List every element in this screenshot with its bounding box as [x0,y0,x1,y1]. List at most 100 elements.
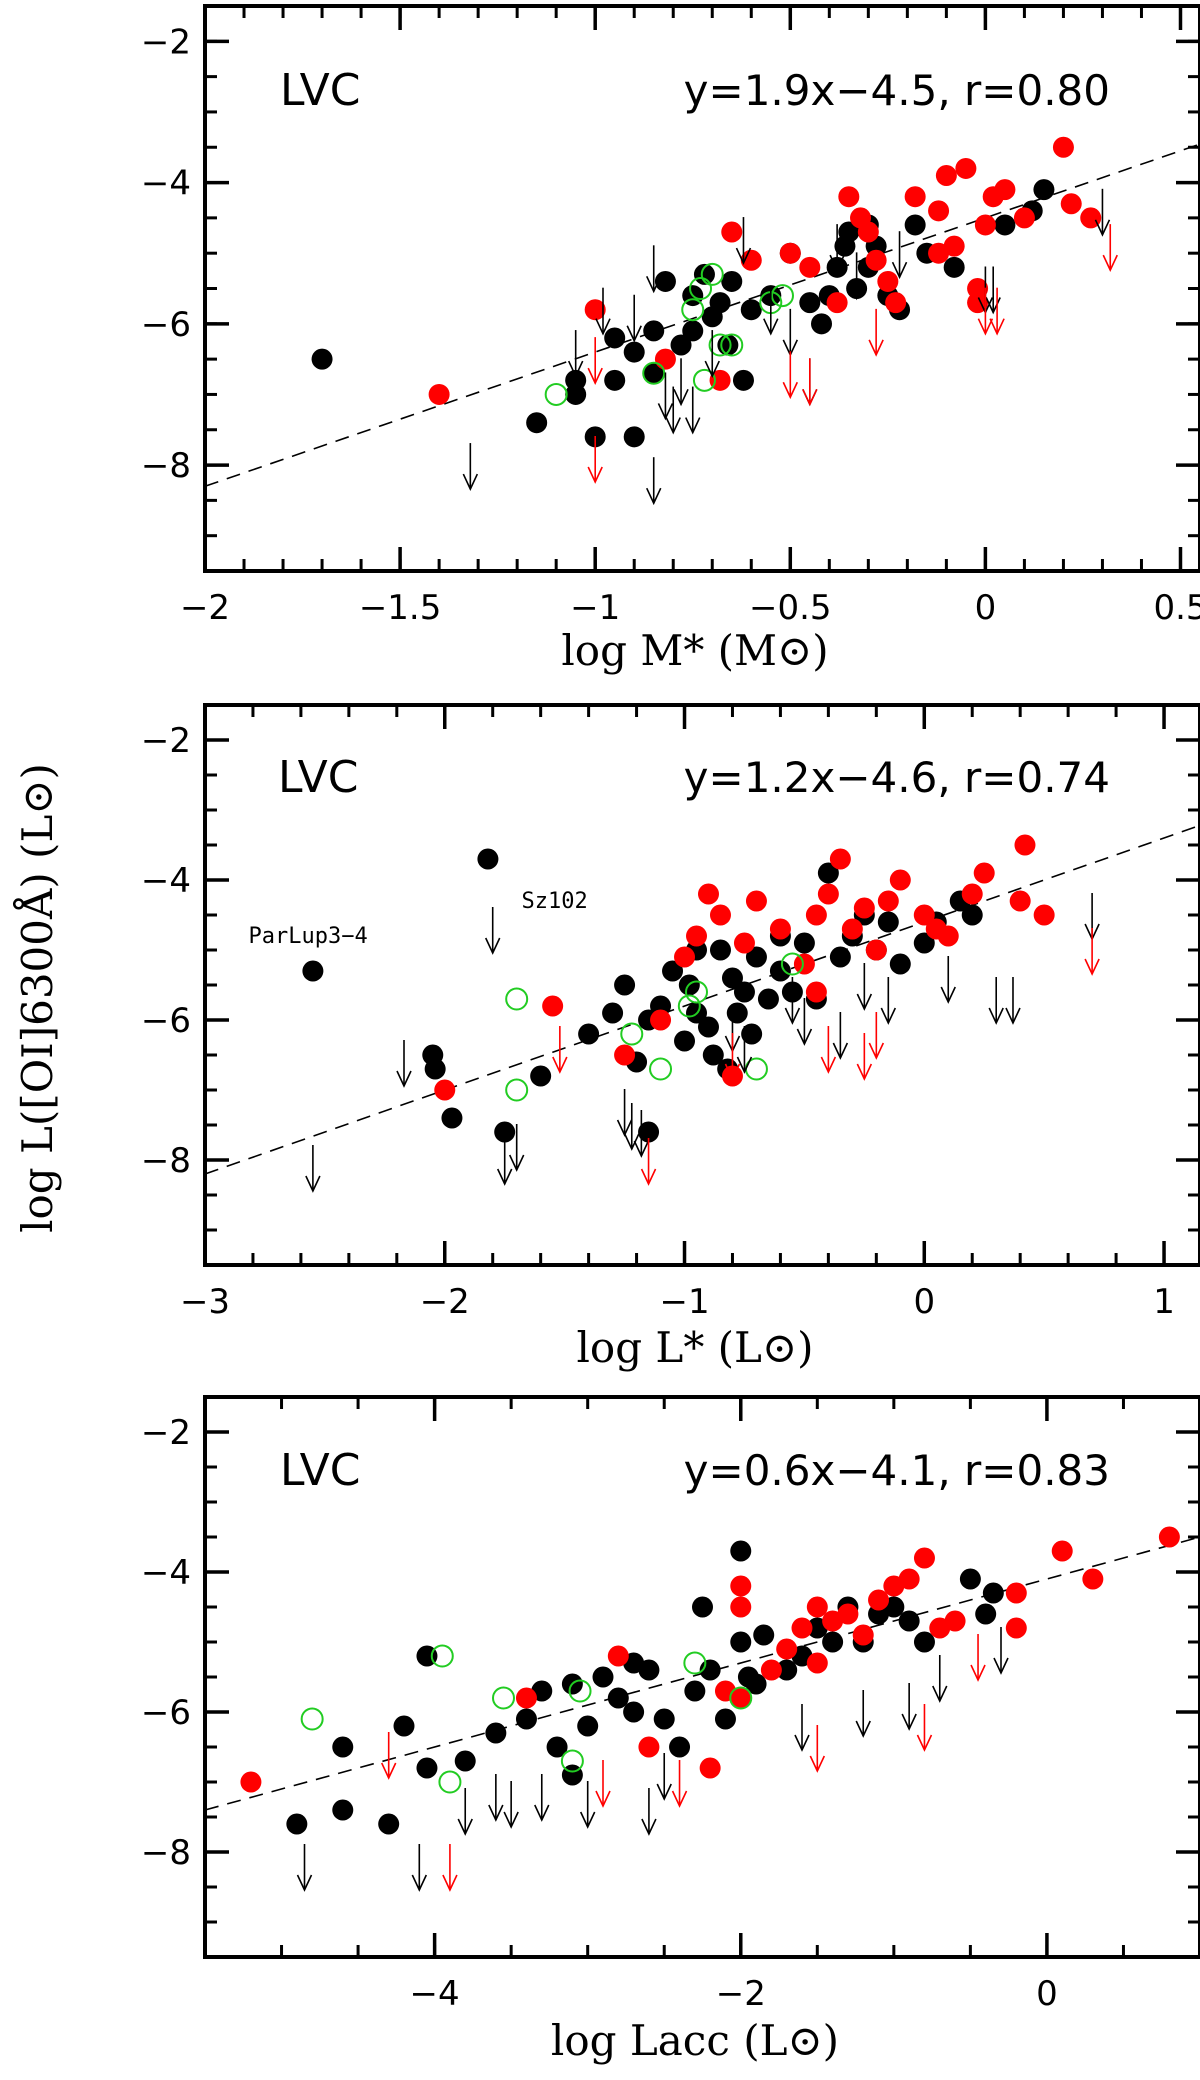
x-tick-label: −4 [410,1974,460,2014]
green-open-point [544,382,568,406]
red-upper-limit-arrow [970,1634,986,1682]
y-tick-label: −2 [141,22,191,62]
panel-luminosity: LVC y=1.2x−4.6, r=0.74 log L* (L⊙) −3 −2 −… [141,703,1200,1372]
black-point [913,1631,935,1653]
green-open-point [692,368,716,392]
black-point [592,1666,614,1688]
red-upper-limit-arrow [380,1732,397,1780]
black-point [913,932,935,954]
red-point [614,1044,636,1066]
black-point [515,1708,537,1730]
panel-mass: LVC y=1.9x−4.5, r=0.80 log M* (M⊙) −2 −1.… [141,4,1200,675]
red-point [776,1638,798,1660]
star-annotation: Sz102 [521,889,587,914]
red-point [650,1009,672,1031]
black-point [682,320,704,342]
green-open-point [681,298,705,322]
red-point [733,932,755,954]
black-point [332,1736,354,1758]
green-open-point [560,1749,584,1773]
red-point [937,925,959,947]
red-point [868,1589,890,1611]
black-point [623,1701,645,1723]
black-upper-limit-arrow [796,998,813,1046]
black-point [994,214,1016,236]
red-point [584,299,606,321]
black-point [753,1624,775,1646]
black-upper-limit-arrow [641,1788,657,1836]
green-open-point [689,277,713,300]
green-open-point [505,1078,529,1102]
red-point [1033,904,1055,926]
black-point [709,292,731,314]
black-point [811,313,833,335]
x-axis-label: log M* (M⊙) [561,626,828,675]
black-point [454,1750,476,1772]
red-upper-limit-arrow [916,1704,933,1752]
x-tick-label: −0.5 [749,588,832,628]
black-point [614,974,636,996]
black-upper-limit-arrow [940,956,956,1004]
black-upper-limit-arrow [633,1110,650,1158]
black-point [730,1540,752,1562]
red-point [434,1079,456,1101]
red-point [699,1757,721,1779]
black-upper-limit-arrow [296,1844,313,1892]
black-point [961,904,983,926]
green-open-point [685,980,709,1004]
black-upper-limit-arrow [488,1774,504,1822]
black-upper-limit-arrow [646,457,662,506]
black-point [732,369,754,391]
panel-label: LVC [278,752,359,803]
black-point [602,1002,624,1024]
black-point [799,292,821,314]
black-point [526,412,548,434]
red-point [1005,1617,1027,1639]
red-upper-limit-arrow [442,1844,458,1892]
red-point [829,848,851,870]
black-point [311,348,333,370]
black-upper-limit-arrow [484,907,501,955]
red-point [607,1645,629,1667]
black-point [378,1813,400,1835]
black-point [745,946,767,968]
red-point [1052,136,1074,158]
red-upper-limit-arrow [640,1138,657,1186]
green-open-point [642,361,666,385]
black-upper-limit-arrow [794,1704,810,1752]
x-tick-label: −2 [716,1974,766,2014]
green-open-point [720,333,744,357]
black-upper-limit-arrow [736,1026,753,1074]
y-tick-label: −4 [141,861,191,901]
black-upper-limit-arrow [784,977,801,1025]
black-upper-limit-arrow [503,1781,519,1829]
black-point [494,1121,516,1143]
red-upper-limit-arrow [587,436,603,484]
red-upper-limit-arrow [1102,224,1118,273]
green-open-point [700,262,724,286]
black-point [674,1030,696,1052]
green-open-point [505,987,529,1011]
black-point [959,1568,981,1590]
red-point [853,897,875,919]
red-point [904,186,926,208]
red-upper-limit-arrow [977,287,994,336]
panel-accretion: LVC y=0.6x−4.1, r=0.83 log Lacc (L⊙) −4 −… [141,1395,1200,2065]
black-upper-limit-arrow [646,245,662,294]
black-upper-limit-arrow [534,1774,550,1822]
black-upper-limit-arrow [782,308,799,357]
red-point [1080,207,1102,229]
green-open-point [620,1022,644,1046]
fit-equation: y=0.6x−4.1, r=0.83 [684,1446,1110,1495]
red-point [857,221,879,243]
green-open-point [770,284,794,308]
black-upper-limit-arrow [579,1781,596,1829]
x-tick-label: 0.5 [1153,588,1200,628]
black-point [638,1121,660,1143]
black-point [577,1715,599,1737]
red-point [841,918,863,940]
black-point [730,1631,752,1653]
black-upper-limit-arrow [496,1138,513,1186]
x-tick-label: −1 [570,588,620,628]
x-tick-label: −1.5 [359,588,442,628]
